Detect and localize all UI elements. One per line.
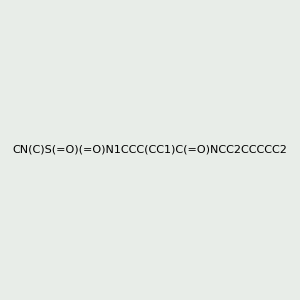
Text: CN(C)S(=O)(=O)N1CCC(CC1)C(=O)NCC2CCCCC2: CN(C)S(=O)(=O)N1CCC(CC1)C(=O)NCC2CCCCC2 bbox=[13, 145, 287, 155]
